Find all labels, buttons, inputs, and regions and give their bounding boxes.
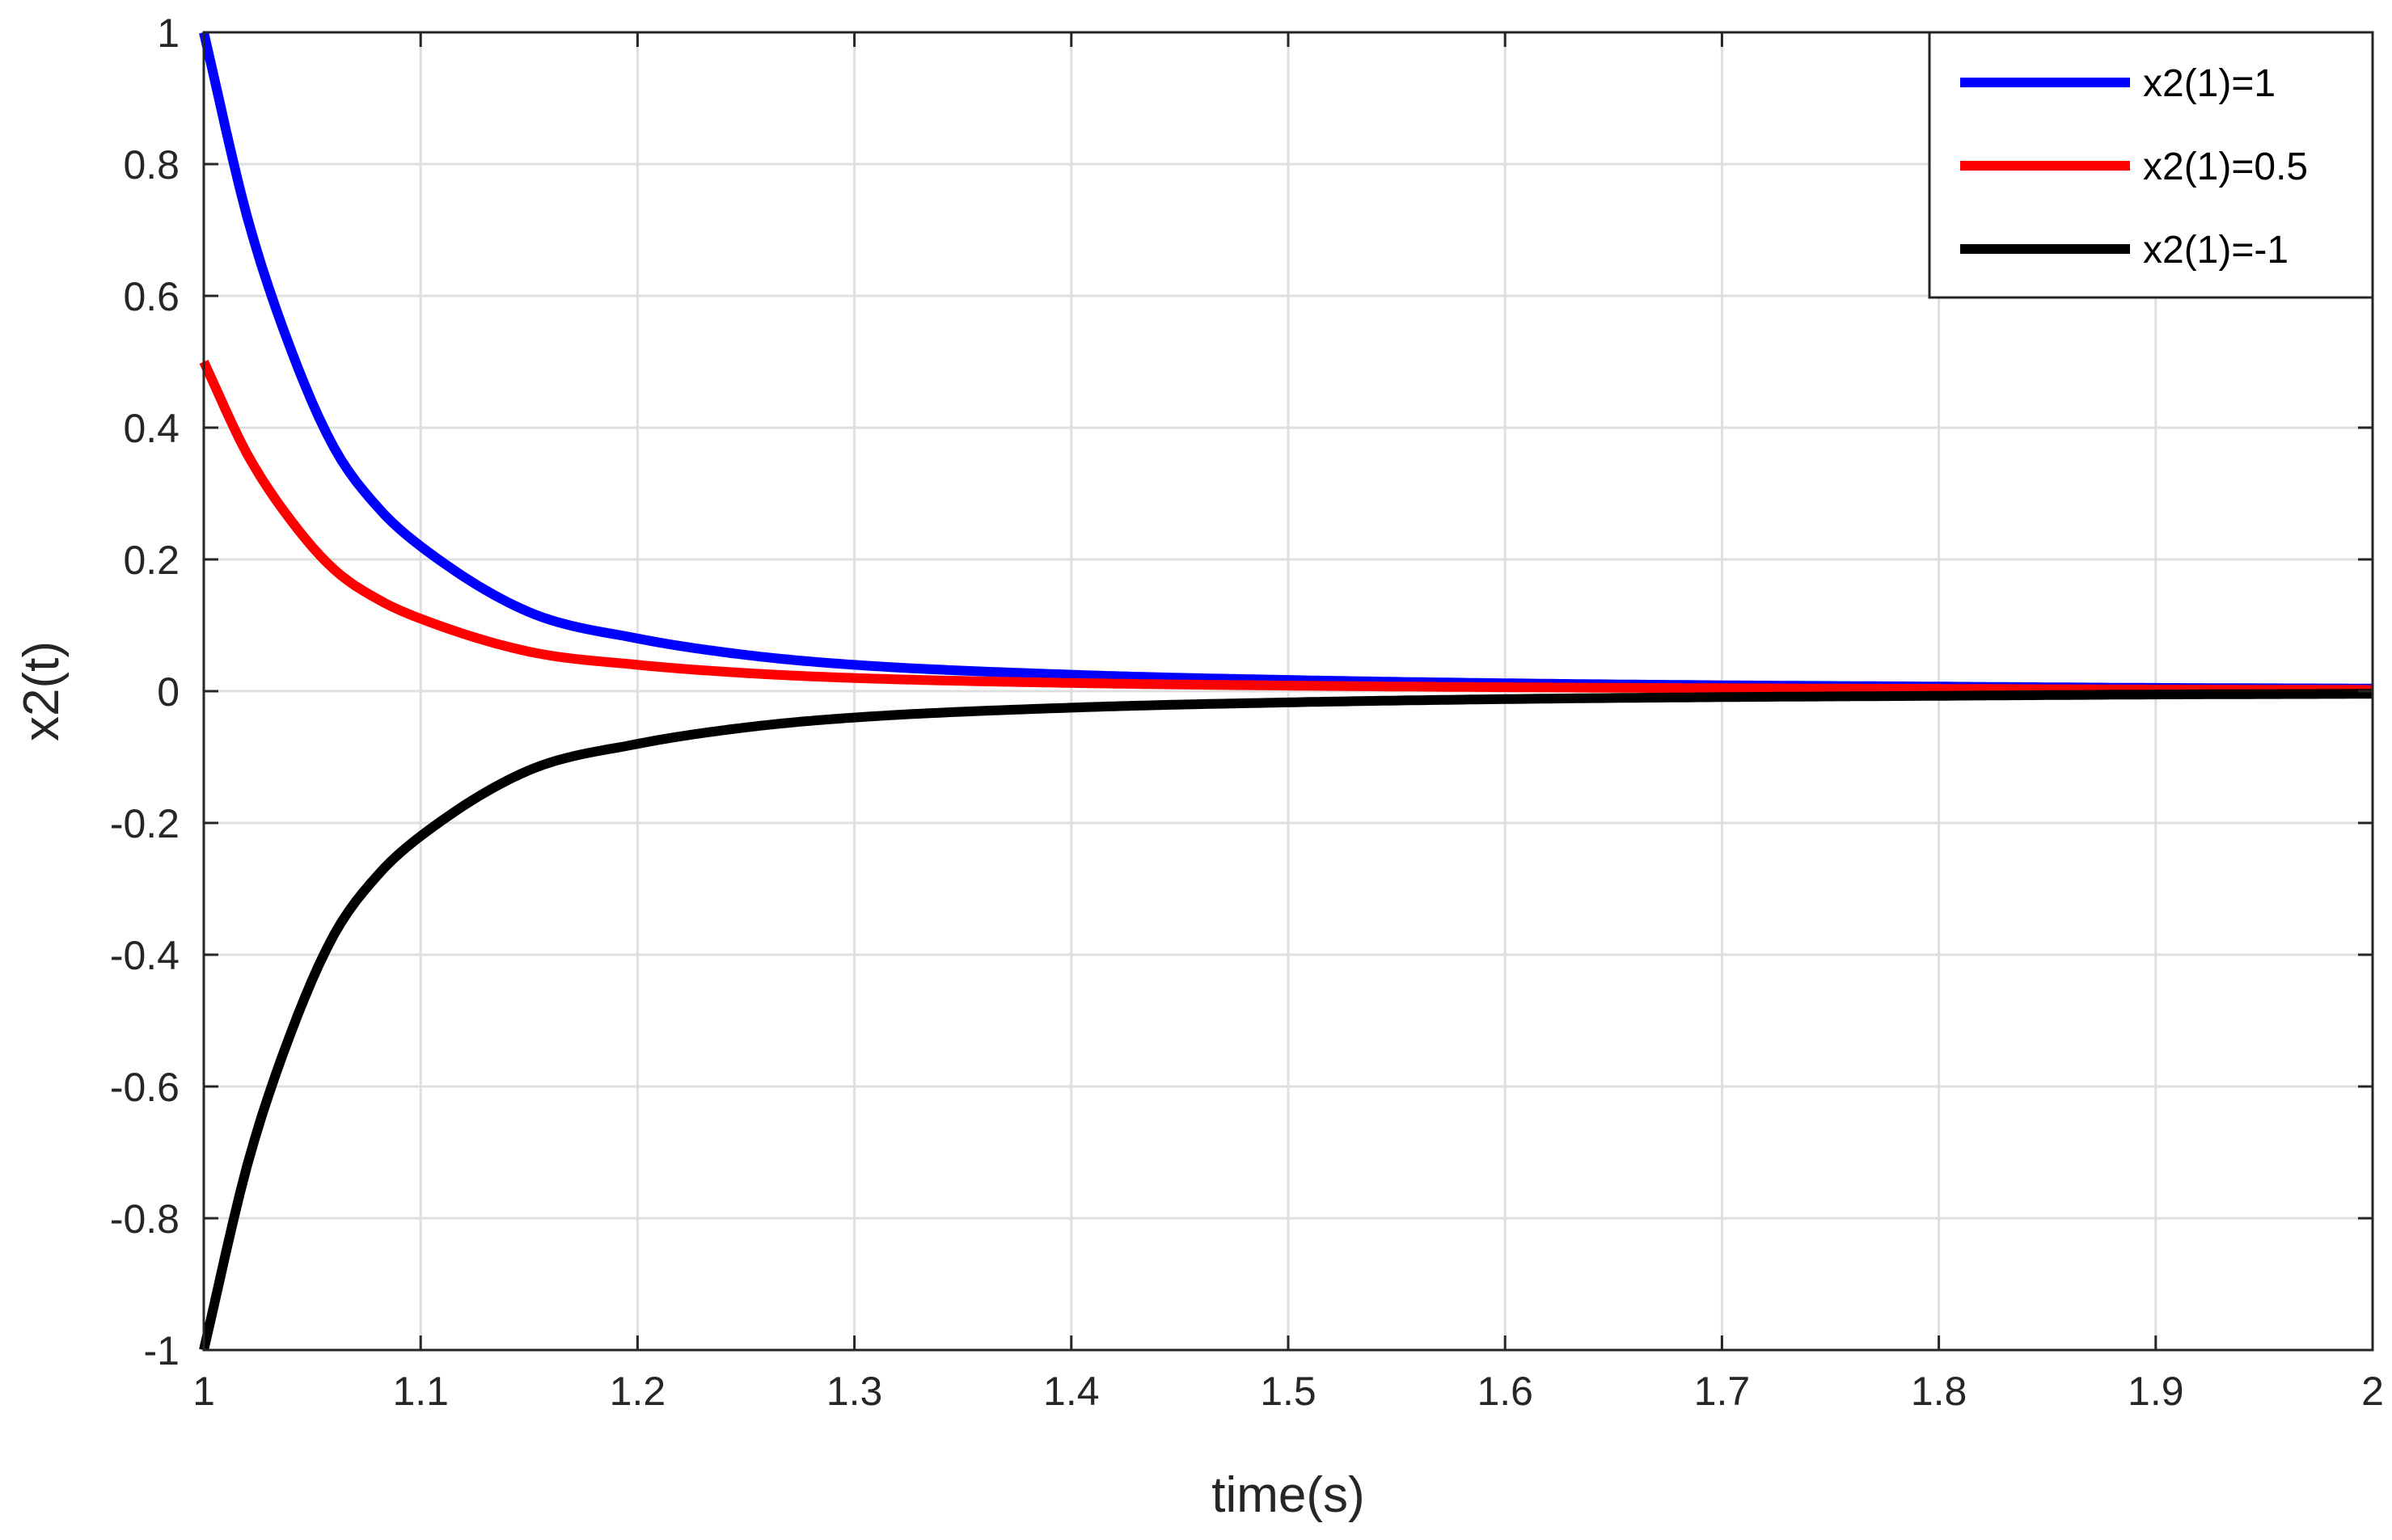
y-tick-label: -0.4 <box>110 933 180 978</box>
x-tick-label: 1.5 <box>1260 1369 1316 1414</box>
y-tick-label: -0.8 <box>110 1196 180 1242</box>
y-tick-label: 1 <box>157 11 180 56</box>
legend-label: x2(1)=-1 <box>2143 229 2288 272</box>
y-tick-label: 0.6 <box>123 274 180 319</box>
y-tick-label: -0.2 <box>110 801 180 846</box>
legend-label: x2(1)=1 <box>2143 62 2276 105</box>
y-tick-label: 0.4 <box>123 406 180 451</box>
y-axis-title: x2(t) <box>14 641 70 741</box>
x-tick-label: 2 <box>2361 1369 2384 1414</box>
y-tick-label: 0 <box>157 669 180 715</box>
x-tick-label: 1.6 <box>1477 1369 1533 1414</box>
x-tick-label: 1.3 <box>826 1369 883 1414</box>
x-tick-label: 1.8 <box>1911 1369 1967 1414</box>
x-axis-title: time(s) <box>1211 1467 1364 1523</box>
x-tick-label: 1.9 <box>2128 1369 2184 1414</box>
x-tick-label: 1.1 <box>392 1369 449 1414</box>
y-tick-label: -1 <box>144 1328 180 1373</box>
legend-label: x2(1)=0.5 <box>2143 146 2308 188</box>
x-tick-label: 1 <box>192 1369 215 1414</box>
legend: x2(1)=1 x2(1)=0.5 x2(1)=-1 <box>1928 31 2374 299</box>
series-line-x2-1-0-5 <box>199 359 2373 695</box>
series-group <box>199 31 2373 1352</box>
y-tick-label: 0.8 <box>123 142 180 188</box>
x-tick-label: 1.4 <box>1043 1369 1100 1414</box>
series-line-x2-1-1 <box>199 689 2373 1352</box>
tick-labels: 1 1.1 1.2 1.3 1.4 1.5 1.6 1.7 1.8 1.9 2 -1 -0.8 -0.6 -… <box>110 11 2384 1414</box>
x-tick-label: 1.7 <box>1694 1369 1751 1414</box>
y-tick-label: -0.6 <box>110 1065 180 1110</box>
y-tick-label: 0.2 <box>123 538 180 583</box>
x-tick-label: 1.2 <box>610 1369 666 1414</box>
